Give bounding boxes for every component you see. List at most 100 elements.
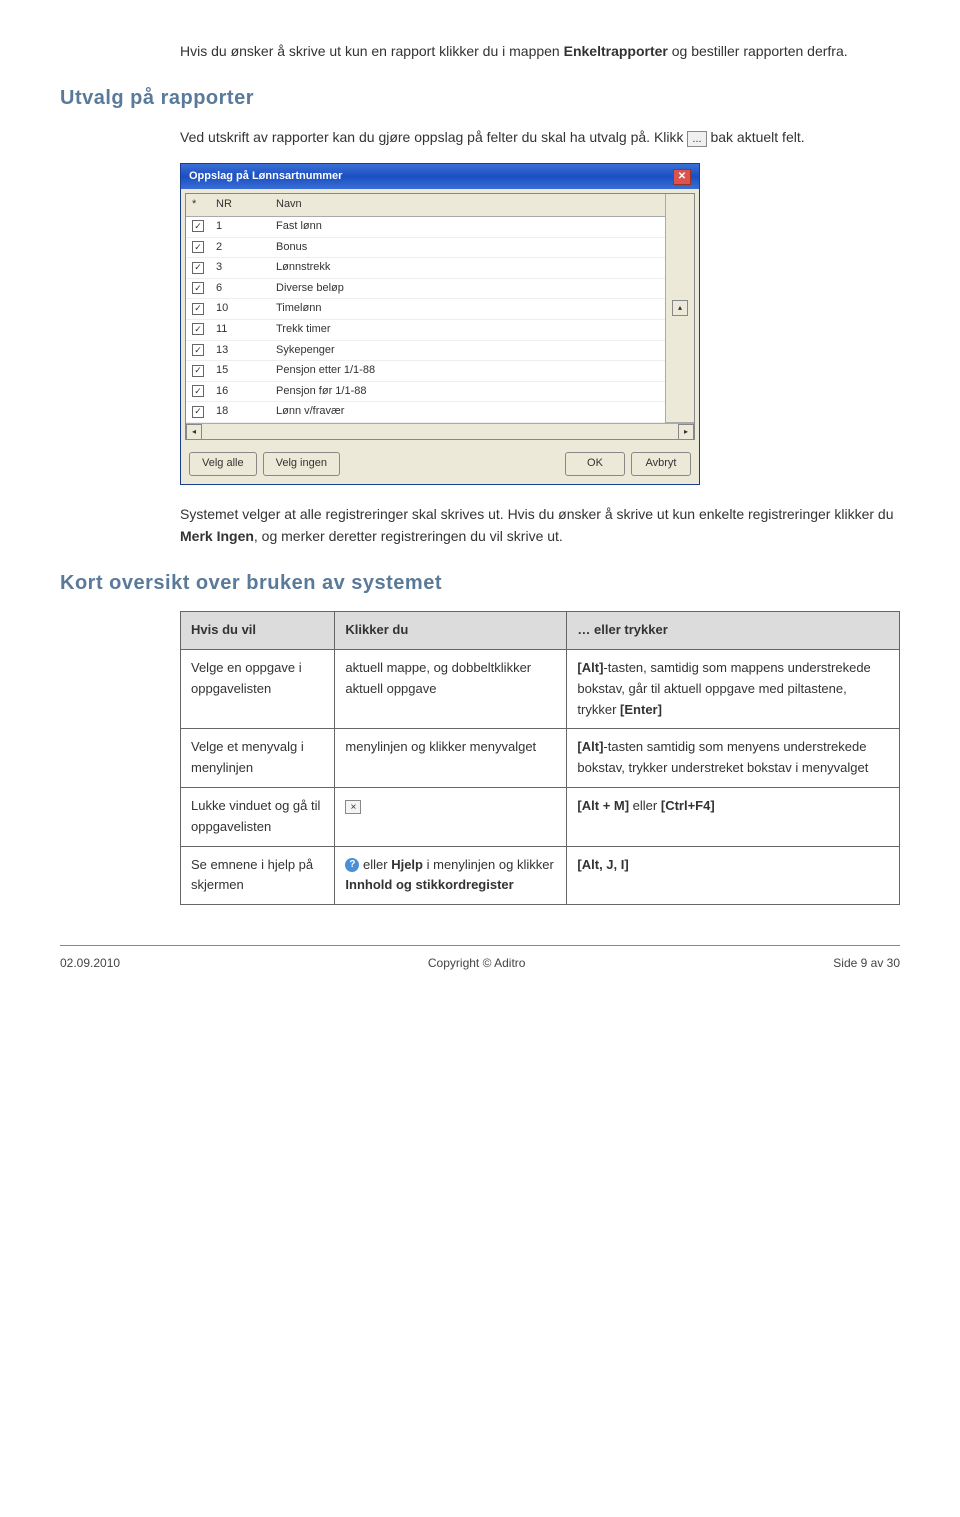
table-row[interactable]: ✓ 10Timelønn xyxy=(186,299,694,320)
lookup-table: * NR Navn ▴ ✓1Fast lønn ✓ 2Bonus ✓3Lønnst… xyxy=(186,194,694,423)
cell: [Alt]-tasten samtidig som menyens unders… xyxy=(567,729,900,788)
checkbox-icon[interactable]: ✓ xyxy=(192,323,204,335)
cell-nr: 2 xyxy=(210,237,270,258)
text: i menylinjen og klikker xyxy=(423,857,554,872)
cell-nr: 18 xyxy=(210,402,270,423)
table-row[interactable]: ✓ 15Pensjon etter 1/1-88 xyxy=(186,361,694,382)
col-nr[interactable]: NR xyxy=(210,194,270,216)
scroll-left-icon[interactable]: ◂ xyxy=(186,424,202,440)
cell-navn: Bonus xyxy=(270,237,666,258)
dialog-titlebar: Oppslag på Lønnsartnummer ✕ xyxy=(181,164,699,190)
checkbox-icon[interactable]: ✓ xyxy=(192,303,204,315)
key: [Alt + M] xyxy=(577,798,629,813)
cell-navn: Fast lønn xyxy=(270,216,666,237)
cell-nr: 10 xyxy=(210,299,270,320)
text: bak aktuelt felt. xyxy=(707,129,805,145)
text: eller xyxy=(359,857,391,872)
table-row[interactable]: ✓6Diverse beløp xyxy=(186,278,694,299)
table-row[interactable]: ✓ 13Sykepenger xyxy=(186,340,694,361)
avbryt-button[interactable]: Avbryt xyxy=(631,452,691,476)
text: -tasten samtidig som menyens understreke… xyxy=(577,739,868,775)
section1-body: Ved utskrift av rapporter kan du gjøre o… xyxy=(180,126,900,547)
cell-navn: Lønnstrekk xyxy=(270,258,666,279)
cell: Velge et menyvalg i menylinjen xyxy=(181,729,335,788)
lookup-dialog: Oppslag på Lønnsartnummer ✕ * NR Navn ▴ … xyxy=(180,163,700,485)
ok-button[interactable]: OK xyxy=(565,452,625,476)
table-row[interactable]: ✓ 16Pensjon før 1/1-88 xyxy=(186,381,694,402)
velg-ingen-button[interactable]: Velg ingen xyxy=(263,452,340,476)
checkbox-icon[interactable]: ✓ xyxy=(192,344,204,356)
dialog-title-text: Oppslag på Lønnsartnummer xyxy=(189,168,342,186)
checkbox-icon[interactable]: ✓ xyxy=(192,282,204,294)
scroll-up-icon[interactable]: ▴ xyxy=(672,300,688,316)
checkbox-icon[interactable]: ✓ xyxy=(192,365,204,377)
cell: Se emnene i hjelp på skjermen xyxy=(181,846,335,905)
close-window-icon: × xyxy=(345,800,361,814)
overview-table: Hvis du vil Klikker du … eller trykker V… xyxy=(180,611,900,905)
checkbox-icon[interactable]: ✓ xyxy=(192,241,204,253)
th-hvis: Hvis du vil xyxy=(181,612,335,650)
cell-navn: Timelønn xyxy=(270,299,666,320)
dialog-footer: Velg alle Velg ingen OK Avbryt xyxy=(181,444,699,484)
cell: [Alt + M] eller [Ctrl+F4] xyxy=(567,788,900,847)
checkbox-icon[interactable]: ✓ xyxy=(192,406,204,418)
cell-navn: Pensjon før 1/1-88 xyxy=(270,381,666,402)
vertical-scrollbar[interactable]: ▴ xyxy=(666,194,695,422)
section1-p1: Ved utskrift av rapporter kan du gjøre o… xyxy=(180,126,900,148)
close-icon[interactable]: ✕ xyxy=(673,169,691,185)
cell-nr: 11 xyxy=(210,319,270,340)
velg-alle-button[interactable]: Velg alle xyxy=(189,452,257,476)
key: [Alt] xyxy=(577,660,603,675)
key: [Alt, J, I] xyxy=(577,857,628,872)
cell: [Alt]-tasten, samtidig som mappens under… xyxy=(567,650,900,729)
horizontal-scrollbar[interactable]: ◂ ▸ xyxy=(186,423,694,439)
th-klikker: Klikker du xyxy=(335,612,567,650)
cell-nr: 15 xyxy=(210,361,270,382)
table-row[interactable]: ✓18Lønn v/fravær xyxy=(186,402,694,423)
table-row: Lukke vinduet og gå til oppgavelisten × … xyxy=(181,788,900,847)
text: eller xyxy=(629,798,661,813)
footer-date: 02.09.2010 xyxy=(60,954,120,973)
cell: Lukke vinduet og gå til oppgavelisten xyxy=(181,788,335,847)
spacer xyxy=(346,452,559,476)
cell: [Alt, J, I] xyxy=(567,846,900,905)
text-bold: Merk Ingen xyxy=(180,528,254,544)
text: Hvis du ønsker å skrive ut kun en rappor… xyxy=(180,43,560,59)
cell-nr: 6 xyxy=(210,278,270,299)
table-row[interactable]: ✓ 2Bonus xyxy=(186,237,694,258)
table-row[interactable]: ✓1Fast lønn xyxy=(186,216,694,237)
checkbox-icon[interactable]: ✓ xyxy=(192,262,204,274)
cell-nr: 13 xyxy=(210,340,270,361)
cell-navn: Sykepenger xyxy=(270,340,666,361)
text: og bestiller rapporten derfra. xyxy=(668,43,848,59)
cell-navn: Pensjon etter 1/1-88 xyxy=(270,361,666,382)
key: [Ctrl+F4] xyxy=(661,798,715,813)
table-header-row: * NR Navn ▴ xyxy=(186,194,694,216)
key: [Enter] xyxy=(620,702,662,717)
text-bold: Hjelp xyxy=(391,857,423,872)
intro-paragraph: Hvis du ønsker å skrive ut kun en rappor… xyxy=(180,40,900,62)
text: Systemet velger at alle registreringer s… xyxy=(180,506,894,522)
checkbox-icon[interactable]: ✓ xyxy=(192,385,204,397)
heading-oversikt: Kort oversikt over bruken av systemet xyxy=(60,567,900,599)
table-row[interactable]: ✓11Trekk timer xyxy=(186,319,694,340)
text-bold: Enkeltrapporter xyxy=(564,43,668,59)
table-row: Velge en oppgave i oppgavelisten aktuell… xyxy=(181,650,900,729)
help-icon: ? xyxy=(345,858,359,872)
key: [Alt] xyxy=(577,739,603,754)
scroll-right-icon[interactable]: ▸ xyxy=(678,424,694,440)
page-footer: 02.09.2010 Copyright © Aditro Side 9 av … xyxy=(60,946,900,973)
table-row[interactable]: ✓3Lønnstrekk xyxy=(186,258,694,279)
dialog-body: * NR Navn ▴ ✓1Fast lønn ✓ 2Bonus ✓3Lønnst… xyxy=(185,193,695,440)
heading-utvalg: Utvalg på rapporter xyxy=(60,82,900,114)
cell-nr: 16 xyxy=(210,381,270,402)
section2-body: Hvis du vil Klikker du … eller trykker V… xyxy=(180,611,900,905)
footer-copyright: Copyright © Aditro xyxy=(428,954,526,973)
text: , og merker deretter registreringen du v… xyxy=(254,528,563,544)
cell: aktuell mappe, og dobbeltklikker aktuell… xyxy=(335,650,567,729)
checkbox-icon[interactable]: ✓ xyxy=(192,220,204,232)
col-navn[interactable]: Navn xyxy=(270,194,666,216)
cell: × xyxy=(335,788,567,847)
text-bold: Innhold og stikkordregister xyxy=(345,877,513,892)
cell: menylinjen og klikker menyvalget xyxy=(335,729,567,788)
